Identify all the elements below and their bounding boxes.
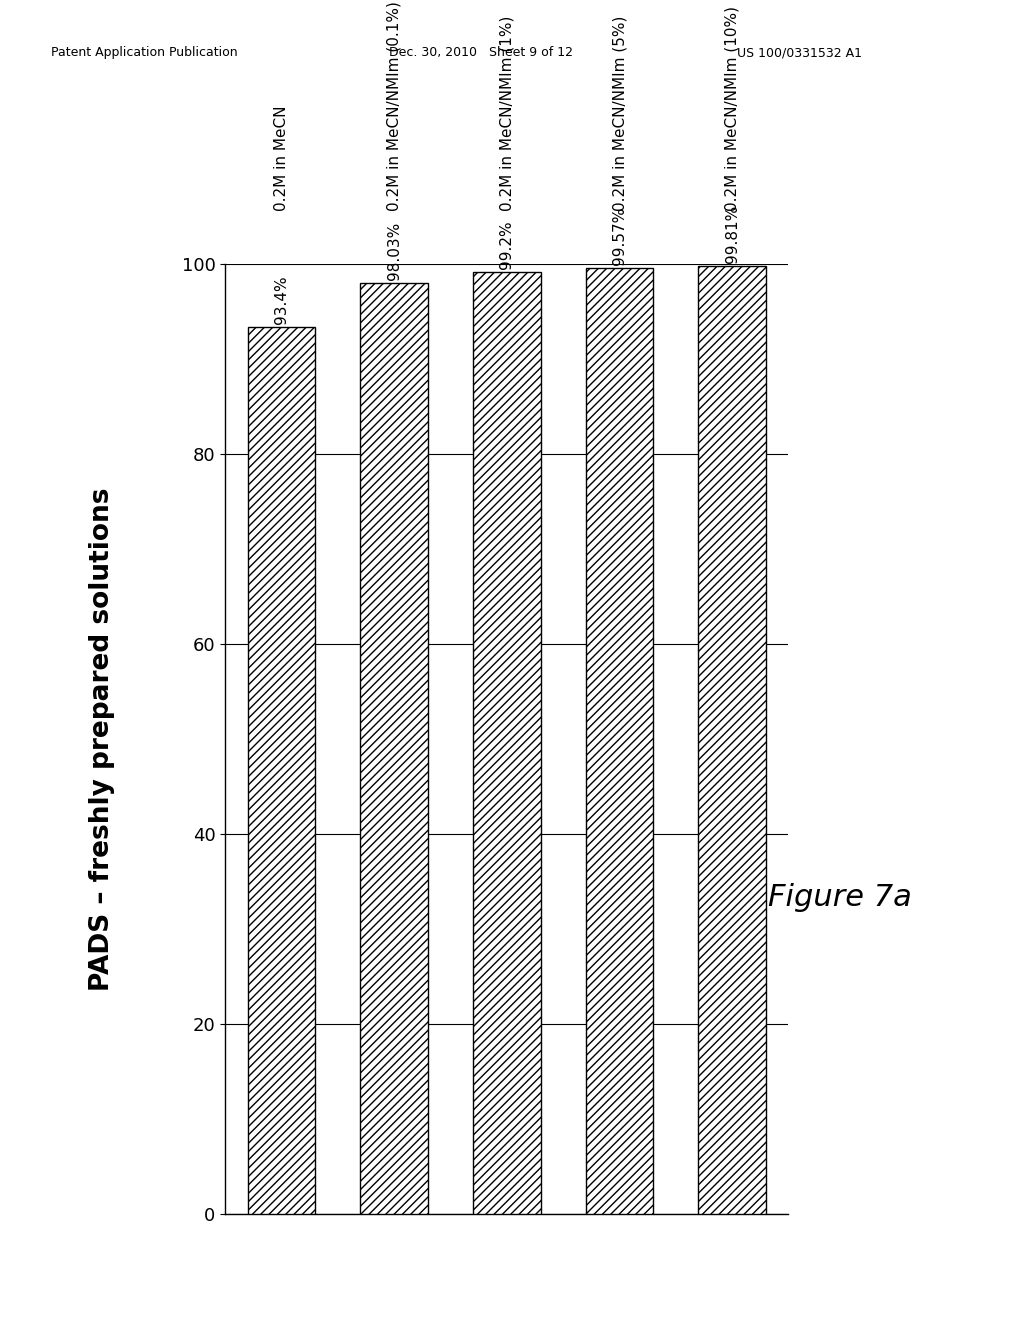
Text: 0.2M in MeCN: 0.2M in MeCN	[274, 106, 289, 211]
Text: PADS – freshly prepared solutions: PADS – freshly prepared solutions	[89, 487, 116, 991]
Text: Patent Application Publication: Patent Application Publication	[51, 46, 238, 59]
Bar	[698, 265, 766, 1214]
Text: 98.03%: 98.03%	[387, 222, 401, 280]
Text: 99.57%: 99.57%	[612, 207, 627, 265]
Bar	[473, 272, 541, 1214]
Text: 99.2%: 99.2%	[500, 220, 514, 269]
Text: 0.2M in MeCN/NMIm (0.1%): 0.2M in MeCN/NMIm (0.1%)	[387, 1, 401, 211]
Text: 0.2M in MeCN/NMIm (1%): 0.2M in MeCN/NMIm (1%)	[500, 16, 514, 211]
Text: 99.81%: 99.81%	[725, 205, 739, 263]
Text: US 100/0331532 A1: US 100/0331532 A1	[737, 46, 862, 59]
Text: Dec. 30, 2010   Sheet 9 of 12: Dec. 30, 2010 Sheet 9 of 12	[389, 46, 573, 59]
Bar	[360, 282, 428, 1214]
Bar	[586, 268, 653, 1214]
Text: 93.4%: 93.4%	[274, 276, 289, 323]
Text: 0.2M in MeCN/NMIm (5%): 0.2M in MeCN/NMIm (5%)	[612, 16, 627, 211]
Bar	[248, 327, 315, 1214]
Text: Figure 7a: Figure 7a	[768, 883, 911, 912]
Text: 0.2M in MeCN/NMIm (10%): 0.2M in MeCN/NMIm (10%)	[725, 7, 739, 211]
